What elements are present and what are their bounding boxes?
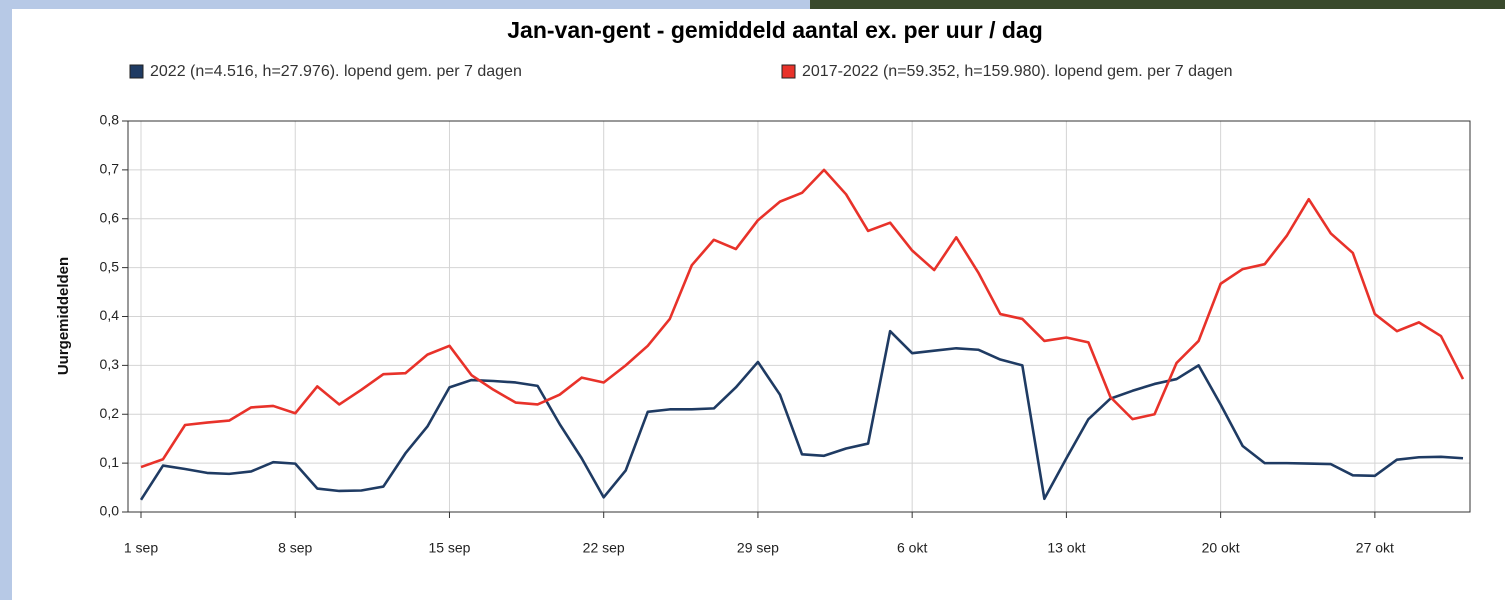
- legend-swatch: [130, 65, 143, 78]
- side-strip: [0, 0, 12, 600]
- x-tick-label: 20 okt: [1202, 540, 1240, 556]
- y-tick-label: 0,7: [100, 161, 120, 177]
- page: {"chart_data": { "type": "line", "title"…: [0, 0, 1505, 600]
- x-tick-label: 6 okt: [897, 540, 927, 556]
- photo-strip: [810, 0, 1505, 9]
- x-tick-label: 8 sep: [278, 540, 312, 556]
- y-tick-label: 0,6: [100, 209, 120, 225]
- legend-label: 2022 (n=4.516, h=27.976). lopend gem. pe…: [150, 63, 522, 80]
- y-tick-label: 0,8: [100, 112, 120, 128]
- y-tick-label: 0,3: [100, 356, 120, 372]
- y-tick-label: 0,1: [100, 454, 120, 470]
- x-tick-label: 15 sep: [428, 540, 470, 556]
- y-tick-label: 0,5: [100, 258, 120, 274]
- x-tick-label: 22 sep: [583, 540, 625, 556]
- y-tick-label: 0,0: [100, 503, 120, 519]
- y-tick-label: 0,2: [100, 405, 120, 421]
- top-strip: [0, 0, 810, 9]
- y-axis-label: Uurgemiddelden: [55, 257, 72, 375]
- y-tick-label: 0,4: [100, 307, 120, 323]
- x-tick-label: 27 okt: [1356, 540, 1394, 556]
- x-tick-label: 29 sep: [737, 540, 779, 556]
- legend-label: 2017-2022 (n=59.352, h=159.980). lopend …: [802, 63, 1233, 80]
- series-line: [141, 331, 1463, 500]
- series-line: [141, 170, 1463, 467]
- legend-swatch: [782, 65, 795, 78]
- x-tick-label: 1 sep: [124, 540, 158, 556]
- chart-title: Jan-van-gent - gemiddeld aantal ex. per …: [507, 17, 1043, 43]
- chart: Jan-van-gent - gemiddeld aantal ex. per …: [0, 0, 1505, 600]
- x-tick-label: 13 okt: [1047, 540, 1085, 556]
